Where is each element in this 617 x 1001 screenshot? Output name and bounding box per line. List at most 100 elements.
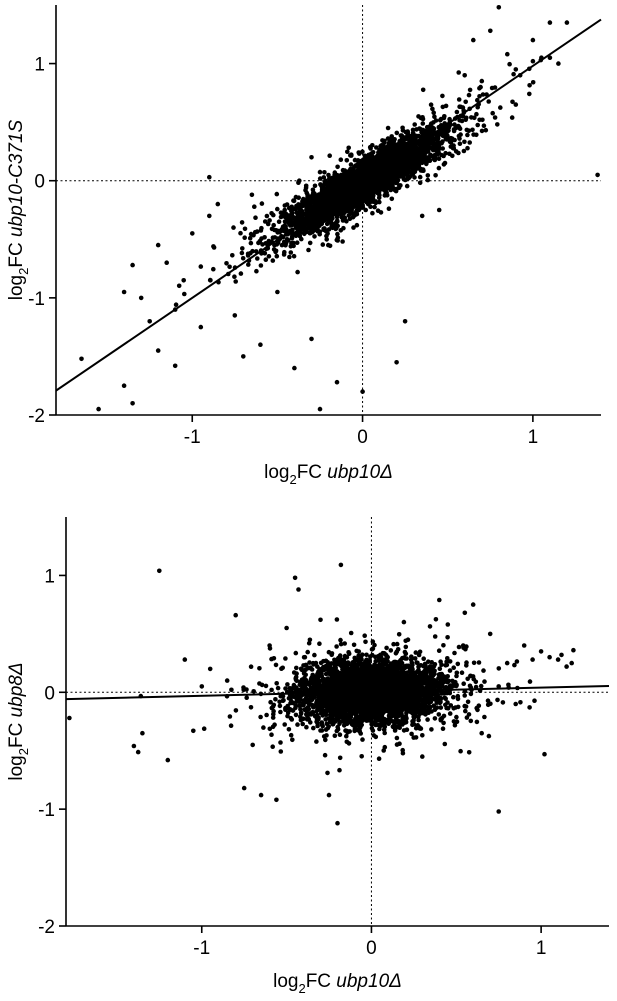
data-point xyxy=(530,80,536,85)
data-point xyxy=(242,235,247,240)
data-point xyxy=(207,213,212,219)
data-point xyxy=(190,231,195,236)
data-point xyxy=(130,262,135,268)
data-point xyxy=(306,210,312,216)
data-point xyxy=(130,401,135,406)
data-point xyxy=(321,218,326,224)
data-point xyxy=(335,238,341,243)
data-point xyxy=(489,85,495,91)
data-point xyxy=(479,78,485,84)
data-point xyxy=(427,624,433,629)
data-point xyxy=(320,186,325,192)
data-point xyxy=(420,121,426,126)
data-point xyxy=(424,124,430,130)
data-point xyxy=(368,146,373,151)
data-point xyxy=(273,662,279,668)
data-point xyxy=(440,726,446,731)
data-point xyxy=(462,73,468,78)
data-point xyxy=(327,243,333,249)
data-point xyxy=(411,131,416,137)
data-point xyxy=(317,169,323,175)
data-point xyxy=(443,150,448,156)
data-point xyxy=(282,228,287,234)
data-point xyxy=(361,166,366,172)
data-point xyxy=(279,242,285,248)
data-point xyxy=(258,263,264,268)
data-point xyxy=(441,643,446,648)
x-tick-label: 1 xyxy=(528,427,539,448)
data-point xyxy=(507,61,512,67)
x-axis-label: log2FC ubp10Δ xyxy=(264,462,393,487)
data-point xyxy=(402,319,408,324)
data-point xyxy=(428,121,434,126)
data-point xyxy=(312,183,318,189)
data-point xyxy=(321,175,327,180)
data-point xyxy=(303,185,309,190)
data-point xyxy=(274,191,280,197)
data-point xyxy=(492,115,498,120)
data-point xyxy=(319,197,325,202)
data-point xyxy=(385,125,391,131)
data-point xyxy=(342,215,348,221)
data-point xyxy=(242,226,248,232)
data-point xyxy=(317,176,323,181)
data-point xyxy=(211,244,216,249)
data-point xyxy=(309,336,314,342)
data-point xyxy=(269,732,274,737)
data-point xyxy=(240,255,246,261)
data-point xyxy=(346,145,352,151)
data-point xyxy=(495,122,500,127)
data-point xyxy=(564,20,570,25)
data-point xyxy=(306,247,311,253)
data-point xyxy=(346,195,352,200)
data-point xyxy=(398,144,403,150)
data-point xyxy=(371,193,376,198)
data-point xyxy=(164,260,169,266)
data-point xyxy=(215,201,221,207)
y-tick-label: 1 xyxy=(34,55,45,76)
data-point xyxy=(477,94,482,99)
data-point xyxy=(280,210,286,216)
data-point xyxy=(282,219,288,224)
y-axis-label: log2FC ubp10-C371S xyxy=(6,119,31,300)
data-point xyxy=(248,250,253,256)
data-point xyxy=(283,656,288,661)
x-tick-label: 0 xyxy=(357,427,368,448)
data-point xyxy=(334,174,340,180)
data-point xyxy=(345,149,350,155)
data-point xyxy=(466,750,472,755)
data-point xyxy=(173,302,179,308)
data-point xyxy=(463,117,469,122)
data-point xyxy=(461,148,467,154)
data-point xyxy=(344,158,350,163)
data-point xyxy=(464,127,470,133)
data-point xyxy=(454,109,460,115)
axis-label-gene: ubp10-C371S xyxy=(6,119,27,237)
data-point xyxy=(547,20,553,25)
data-point xyxy=(274,242,280,247)
data-point xyxy=(274,681,280,686)
data-point xyxy=(322,752,328,758)
data-point xyxy=(264,213,270,219)
data-point xyxy=(293,194,299,200)
data-point xyxy=(349,174,355,179)
data-point xyxy=(342,209,347,215)
axis-label-log: log xyxy=(264,462,289,483)
data-point xyxy=(513,102,519,107)
data-point xyxy=(263,683,269,689)
data-point xyxy=(271,222,277,228)
data-point xyxy=(302,228,307,233)
data-point xyxy=(401,173,406,179)
data-point xyxy=(363,639,368,645)
data-point xyxy=(394,360,399,365)
data-point xyxy=(438,705,444,710)
data-point xyxy=(403,644,409,650)
data-point xyxy=(466,92,472,98)
data-point xyxy=(259,225,264,231)
data-point xyxy=(353,210,359,215)
data-point xyxy=(308,203,313,209)
axis-label-log: log xyxy=(6,275,27,300)
data-point xyxy=(138,295,144,301)
